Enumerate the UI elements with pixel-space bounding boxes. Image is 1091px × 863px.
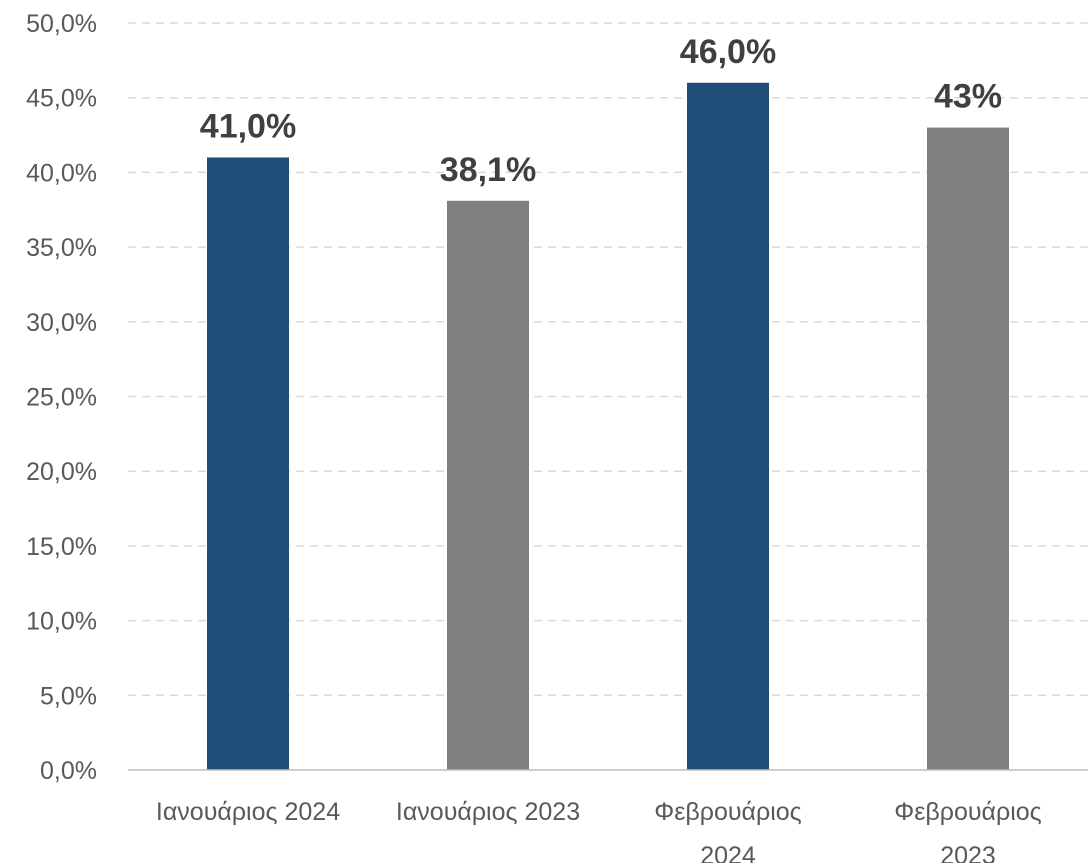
x-tick-label: Φεβρουάριος (894, 798, 1041, 826)
data-label: 38,1% (440, 151, 536, 189)
x-axis-category-labels: Ιανουάριος 2024 Ιανουάριος 2023 Φεβρουάριο… (156, 798, 1042, 863)
y-axis-tick-labels: 0,0% 5,0% 10,0% 15,0% 20,0% 25,0% 30,0% 35,0% 40… (26, 10, 97, 785)
y-tick-label: 40,0% (26, 159, 97, 187)
y-tick-label: 45,0% (26, 85, 97, 113)
bar (447, 200, 529, 770)
y-tick-label: 15,0% (26, 533, 97, 561)
x-tick-label: 2024 (700, 842, 756, 863)
bars (207, 82, 1009, 770)
y-tick-label: 10,0% (26, 608, 97, 636)
bar (687, 82, 769, 770)
y-tick-label: 50,0% (26, 10, 97, 38)
y-tick-label: 20,0% (26, 458, 97, 486)
y-tick-label: 5,0% (40, 682, 97, 710)
data-label: 43% (934, 78, 1002, 116)
bar (207, 157, 289, 770)
x-tick-label: Ιανουάριος 2023 (396, 798, 580, 826)
data-labels: 41,0% 38,1% 46,0% 43% (200, 33, 1002, 189)
y-tick-label: 30,0% (26, 309, 97, 337)
x-tick-label: Φεβρουάριος (654, 798, 801, 826)
x-tick-label: 2023 (940, 842, 996, 863)
y-tick-label: 25,0% (26, 384, 97, 412)
data-label: 41,0% (200, 107, 296, 145)
data-label: 46,0% (680, 33, 776, 71)
bar (927, 127, 1009, 770)
x-tick-label: Ιανουάριος 2024 (156, 798, 340, 826)
y-tick-label: 0,0% (40, 757, 97, 785)
y-tick-label: 35,0% (26, 234, 97, 262)
